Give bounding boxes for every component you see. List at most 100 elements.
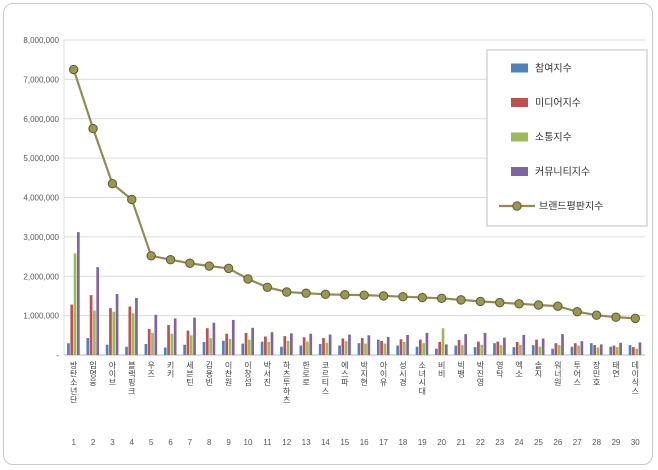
bar-미디어지수: [341, 338, 345, 355]
bar-참여지수: [454, 345, 458, 355]
reputation-marker: [88, 123, 98, 134]
bar-참여지수: [609, 346, 613, 355]
reputation-marker: [495, 297, 505, 308]
bar-참여지수: [473, 347, 477, 355]
bar-커뮤니티지수: [464, 334, 468, 355]
x-rank-label: 17: [379, 438, 388, 447]
reputation-marker: [127, 194, 137, 205]
bar-참여지수: [144, 343, 148, 355]
bar-미디어지수: [477, 341, 480, 355]
bar-미디어지수: [283, 336, 287, 355]
reputation-marker: [282, 287, 292, 297]
bar-커뮤니티지수: [251, 327, 254, 355]
bar-커뮤니티지수: [541, 338, 545, 355]
reputation-marker: [185, 258, 195, 268]
bar-참여지수: [415, 346, 419, 355]
bar-미디어지수: [244, 332, 248, 355]
bar-소통지수: [306, 341, 309, 355]
bar-미디어지수: [535, 339, 538, 355]
bar-참여지수: [531, 345, 535, 355]
bar-미디어지수: [515, 342, 519, 355]
x-rank-label: 7: [188, 438, 193, 447]
bar-커뮤니티지수: [638, 342, 642, 355]
reputation-marker: [146, 251, 156, 261]
bar-소통지수: [93, 310, 96, 355]
bar-커뮤니티지수: [483, 332, 487, 355]
bar-미디어지수: [225, 333, 229, 355]
x-rank-label: 20: [437, 438, 446, 447]
x-rank-label: 26: [553, 438, 562, 447]
x-rank-label: 3: [110, 438, 115, 447]
bar-미디어지수: [593, 345, 596, 355]
bar-참여지수: [512, 347, 516, 355]
bar-참여지수: [202, 342, 206, 355]
x-rank-label: 12: [282, 438, 291, 447]
reputation-marker: [262, 282, 273, 292]
bar-커뮤니티지수: [290, 333, 293, 355]
legend-label: 참여지수: [535, 63, 572, 75]
bar-커뮤니티지수: [580, 341, 584, 355]
y-tick-label: 6,000,000: [23, 115, 59, 124]
bar-소통지수: [131, 313, 135, 355]
bar-커뮤니티지수: [367, 335, 371, 355]
bar-커뮤니티지수: [76, 232, 80, 355]
bar-미디어지수: [167, 325, 170, 355]
bar-커뮤니티지수: [193, 317, 196, 355]
bar-소통지수: [325, 342, 329, 355]
bar-참여지수: [67, 343, 70, 355]
legend-label: 소통지수: [535, 132, 572, 144]
bar-소통지수: [73, 253, 77, 355]
bar-참여지수: [183, 344, 186, 355]
legend-label: 커뮤니티지수: [535, 166, 590, 178]
x-rank-label: 18: [398, 438, 407, 447]
y-tick-label: 2,000,000: [23, 272, 59, 281]
bar-참여지수: [435, 348, 438, 355]
x-rank-label: 1: [71, 438, 76, 447]
bar-미디어지수: [89, 295, 93, 355]
reputation-marker: [243, 274, 253, 284]
bar-소통지수: [209, 338, 212, 355]
bar-참여지수: [299, 345, 303, 355]
bar-소통지수: [441, 328, 445, 355]
reputation-marker: [398, 292, 408, 302]
bar-커뮤니티지수: [154, 314, 158, 355]
reputation-marker: [553, 301, 563, 311]
x-rank-label: 21: [457, 438, 466, 447]
x-rank-label: 14: [321, 438, 330, 447]
bar-커뮤니티지수: [425, 332, 429, 355]
bar-커뮤니티지수: [115, 293, 119, 355]
y-tick-label: 8,000,000: [23, 36, 59, 45]
bar-미디어지수: [128, 306, 132, 355]
bar-소통지수: [228, 338, 232, 355]
legend-label: 미디어지수: [535, 97, 581, 109]
bar-커뮤니티지수: [212, 322, 216, 355]
x-rank-label: 6: [168, 438, 173, 447]
bar-커뮤니티지수: [522, 334, 526, 355]
x-rank-label: 5: [149, 438, 154, 447]
bar-미디어지수: [399, 339, 403, 355]
legend-label: 브랜드평판지수: [539, 201, 603, 213]
reputation-marker: [359, 290, 369, 300]
reputation-marker: [630, 313, 641, 324]
bar-소통지수: [461, 345, 464, 355]
bar-미디어지수: [109, 308, 112, 355]
bar-소통지수: [267, 342, 271, 355]
bar-참여지수: [260, 341, 264, 355]
y-tick-label: 1,000,000: [23, 312, 59, 321]
x-rank-label: 10: [244, 438, 253, 447]
